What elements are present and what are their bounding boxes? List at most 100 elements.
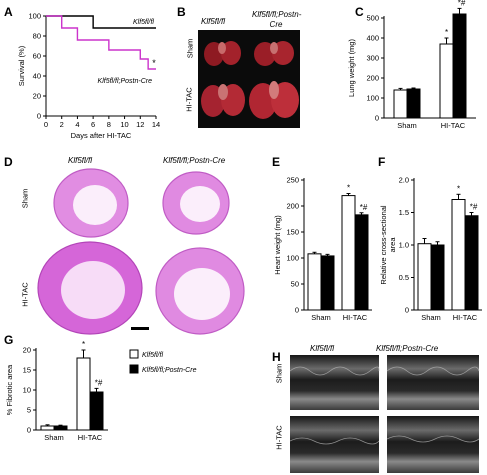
bar-ctrl <box>307 253 322 311</box>
row-label-sham-b: Sham <box>185 38 195 59</box>
col-label-ko-h: Klf5fl/fl;Postn-Cre <box>376 344 439 353</box>
legend-swatch-ko <box>129 364 139 374</box>
y-tick-label: 5 <box>27 406 31 415</box>
bar-ko <box>464 215 479 311</box>
y-tick-label: 250 <box>286 176 299 185</box>
significance-mark: * <box>457 184 460 193</box>
bar-ko <box>320 255 335 311</box>
panel-label-e: E <box>272 155 281 169</box>
echo-sham-ctrl <box>290 355 379 410</box>
legend-label-ctrl: Klf5fl/fl <box>142 352 163 359</box>
significance-mark: * <box>445 28 448 37</box>
y-tick-label: 1.0 <box>399 241 409 250</box>
col-label-ko-b: Klf5fl/fl;Postn-Cre <box>252 10 302 29</box>
y-tick-label: 0 <box>27 426 31 435</box>
y-tick-label: 150 <box>286 228 299 237</box>
y-tick-label: 0.5 <box>399 273 409 282</box>
series-line-ko <box>46 15 156 70</box>
y-tick-label: 200 <box>286 202 299 211</box>
echo-tac-ctrl <box>290 416 379 473</box>
y-axis-label: Heart weight (mg) <box>273 215 282 275</box>
x-tick-label: 0 <box>44 120 48 129</box>
y-tick-label: 60 <box>33 52 41 61</box>
significance-mark: *# <box>470 203 478 212</box>
y-tick-label: 2.0 <box>399 176 409 185</box>
y-tick-label: 1.5 <box>399 208 409 217</box>
significance-mark: * <box>82 340 85 349</box>
col-label-ctrl-d: Klf5fl/fl <box>68 156 93 165</box>
significance-mark: *# <box>95 378 103 387</box>
legend-swatch-ctrl <box>129 349 139 359</box>
lung-photo-panel <box>198 30 300 128</box>
y-axis-label: area <box>388 237 397 253</box>
bar-ko <box>406 88 421 119</box>
legend-label-ko: Klf5fl/fl;Postn-Cre <box>142 367 197 374</box>
series-line-ctrl <box>46 15 156 29</box>
lung-weight-chart: 0 100 200 300 400 500 Lung weight (mg) Sham HI-T… <box>347 0 476 130</box>
y-tick-label: 40 <box>33 72 41 81</box>
heart-sections <box>37 168 245 335</box>
heart-sham-ctrl <box>53 168 129 238</box>
x-tick-label: Sham <box>421 313 441 322</box>
lung-tac-ko <box>249 81 299 119</box>
y-tick-label: 100 <box>366 94 379 103</box>
row-label-tac-b: HI-TAC <box>184 87 194 112</box>
x-tick-label: 8 <box>107 120 111 129</box>
y-tick-label: 80 <box>33 32 41 41</box>
y-tick-label: 0 <box>405 306 409 315</box>
row-label-tac-h: HI-TAC <box>274 425 284 450</box>
x-tick-label: 14 <box>152 120 160 129</box>
significance-mark: *# <box>360 203 368 212</box>
significance-mark: * <box>347 184 350 193</box>
x-tick-label: 2 <box>60 120 64 129</box>
panel-label-h: H <box>272 350 281 364</box>
x-tick-label: Sham <box>311 313 331 322</box>
y-tick-label: 100 <box>286 254 299 263</box>
bar-ctrl <box>393 89 408 119</box>
bar-ctrl <box>341 195 356 311</box>
significance-mark: *# <box>458 0 466 7</box>
x-axis-label: Days after HI-TAC <box>71 131 132 140</box>
x-tick-label: HI-TAC <box>453 313 478 322</box>
row-label-sham-d: Sham <box>20 188 30 209</box>
row-label-tac-d: HI-TAC <box>20 282 30 307</box>
y-tick-label: 100 <box>28 12 41 21</box>
panel-label-a: A <box>4 5 13 19</box>
bar-ctrl <box>451 199 466 311</box>
bar-ctrl <box>439 43 454 119</box>
fibrotic-area-chart: 0 5 10 15 20 % Fibrotic area Sham HI-TAC * *# Klf5… <box>5 340 197 442</box>
heart-sham-ko <box>162 171 230 235</box>
y-tick-label: 0 <box>375 114 379 123</box>
y-tick-label: 50 <box>291 280 299 289</box>
bar-ko <box>354 214 369 311</box>
x-tick-label: HI-TAC <box>441 121 466 130</box>
y-tick-label: 0 <box>295 306 299 315</box>
y-tick-label: 20 <box>23 346 31 355</box>
x-tick-label: HI-TAC <box>343 313 368 322</box>
cross-sectional-area-chart: 0 0.5 1.0 1.5 2.0 Relative cross-sectional are… <box>379 176 482 322</box>
scale-bar <box>131 327 149 330</box>
panel-label-g: G <box>4 333 14 347</box>
legend-label-ctrl: Klf5fl/fl <box>133 19 154 26</box>
x-tick-label: Sham <box>44 433 64 442</box>
row-label-sham-h: Sham <box>274 363 284 384</box>
panel-label-b: B <box>177 5 186 19</box>
y-tick-label: 500 <box>366 14 379 23</box>
bar-ctrl <box>40 425 55 431</box>
y-tick-label: 200 <box>366 74 379 83</box>
echo-images <box>289 355 480 473</box>
y-axis-label: Lung weight (mg) <box>347 39 356 97</box>
echo-sham-ko <box>387 355 479 410</box>
x-tick-label: 6 <box>91 120 95 129</box>
lung-tac-ctrl <box>201 84 245 117</box>
y-tick-label: 20 <box>33 92 41 101</box>
x-tick-label: 4 <box>75 120 79 129</box>
x-tick-label: 10 <box>120 120 128 129</box>
x-tick-label: HI-TAC <box>78 433 103 442</box>
y-tick-label: 300 <box>366 54 379 63</box>
lung-sham-ctrl <box>204 41 241 66</box>
panel-label-c: C <box>355 5 364 19</box>
panel-label-f: F <box>378 155 386 169</box>
y-tick-label: 10 <box>23 386 31 395</box>
